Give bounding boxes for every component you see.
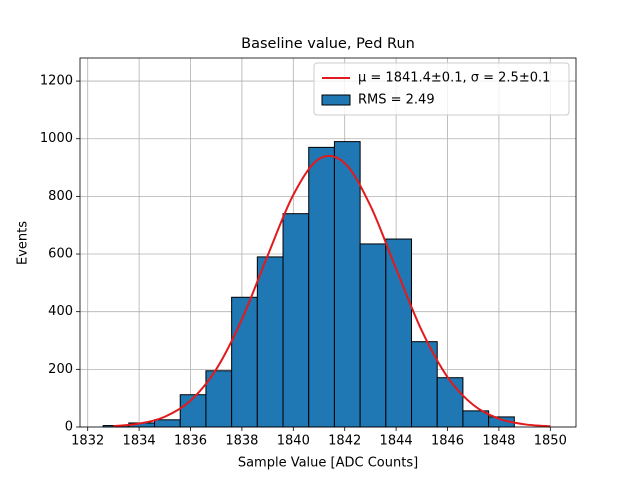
bar [256,256,284,428]
legend-box [313,62,570,116]
bar [308,146,335,428]
axes-frame [79,57,577,428]
x-tick-label: 1834 [123,434,156,449]
x-tick-label: 1848 [482,434,515,449]
x-tick-label: 1840 [277,434,310,449]
y-axis-label: Events [16,221,31,265]
legend-label: μ = 1841.4±0.1, σ = 2.5±0.1 [358,71,550,86]
legend: μ = 1841.4±0.1, σ = 2.5±0.1 RMS = 2.49 [313,62,570,116]
lines [113,154,551,428]
y-tick-label: 0 [65,420,73,435]
bar [436,377,464,428]
y-tick-label: 1000 [40,131,73,146]
legend-swatch [321,94,351,106]
x-tick-label: 1832 [71,434,104,449]
y-tick-label: 400 [48,304,73,319]
bar [359,243,387,428]
bar [231,296,258,428]
bar [333,141,361,428]
x-tick-label: 1842 [328,434,361,449]
bar [411,341,438,428]
x-tick-label: 1844 [380,434,413,449]
ticks: 1832 1834 1836 1838 1840 1842 1844 1846 1848 1850… [40,74,567,449]
x-tick-label: 1850 [534,434,567,449]
x-tick-label: 1846 [431,434,464,449]
bars [102,141,515,428]
fit-curve [113,154,551,428]
y-tick-label: 600 [48,247,73,262]
bar [282,213,310,428]
x-axis-label: Sample Value [ADC Counts] [238,456,418,471]
chart-title: Baseline value, Ped Run [241,36,415,52]
x-tick-label: 1838 [225,434,258,449]
x-tick-label: 1836 [174,434,207,449]
bar [154,419,181,428]
y-tick-label: 800 [48,189,73,204]
bar [385,238,413,428]
y-tick-label: 1200 [40,74,73,89]
legend-label: RMS = 2.49 [358,93,435,108]
y-tick-label: 200 [48,362,73,377]
